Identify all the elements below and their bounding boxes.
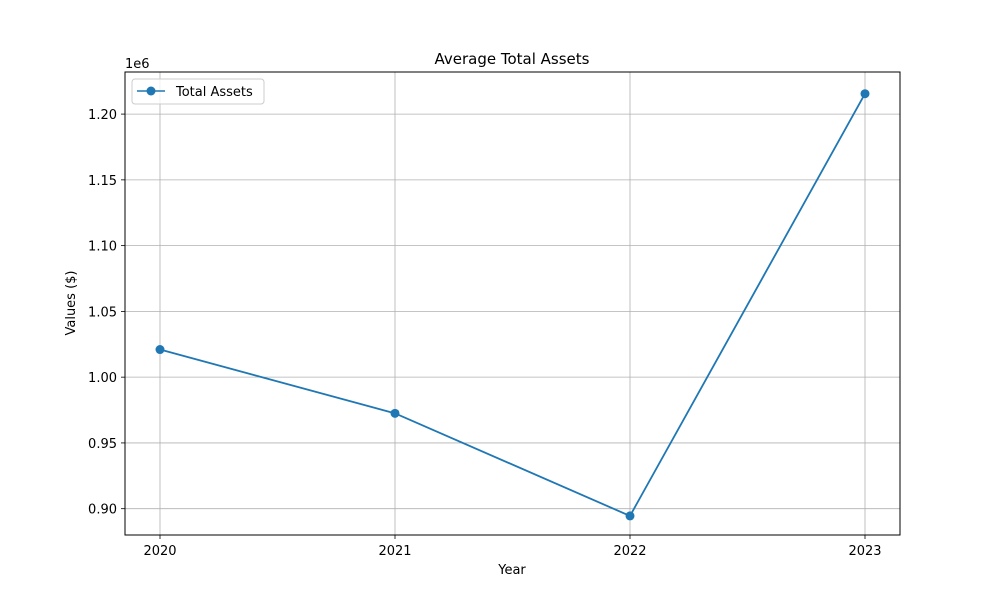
y-axis-label: Values ($) [64,270,79,335]
data-point [390,408,400,418]
x-tick-label: 2021 [378,544,411,559]
plot-area-frame [124,71,901,536]
chart-title: Average Total Assets [435,50,590,68]
y-tick-label: 0.90 [88,503,117,518]
y-tick-label: 0.95 [88,437,117,452]
legend-marker-swatch [146,86,156,96]
legend: Total Assets [131,78,265,105]
data-point [625,511,635,521]
y-axis-offset-label: 1e6 [125,57,150,72]
data-point [155,345,165,355]
y-tick-label: 1.10 [88,240,117,255]
series-line-total-assets [159,93,866,518]
y-tick-label: 1.15 [88,174,117,189]
x-tick-label: 2020 [143,544,176,559]
x-tick-label: 2023 [848,544,881,559]
x-axis-ticks: 2020 2021 2022 2023 [143,535,882,559]
y-tick-label: 1.00 [88,371,117,386]
y-tick-label: 1.05 [88,305,117,320]
y-tick-label: 1.20 [88,108,117,123]
x-tick-label: 2022 [613,544,646,559]
y-axis-ticks: 0.90 0.95 1.00 1.05 1.10 1.15 1.20 [88,108,125,518]
grid-lines [125,72,900,535]
series-layer [155,89,870,521]
legend-box [131,78,265,105]
legend-label-total-assets: Total Assets [175,85,253,100]
x-axis-label: Year [497,563,526,578]
data-point [860,89,870,99]
